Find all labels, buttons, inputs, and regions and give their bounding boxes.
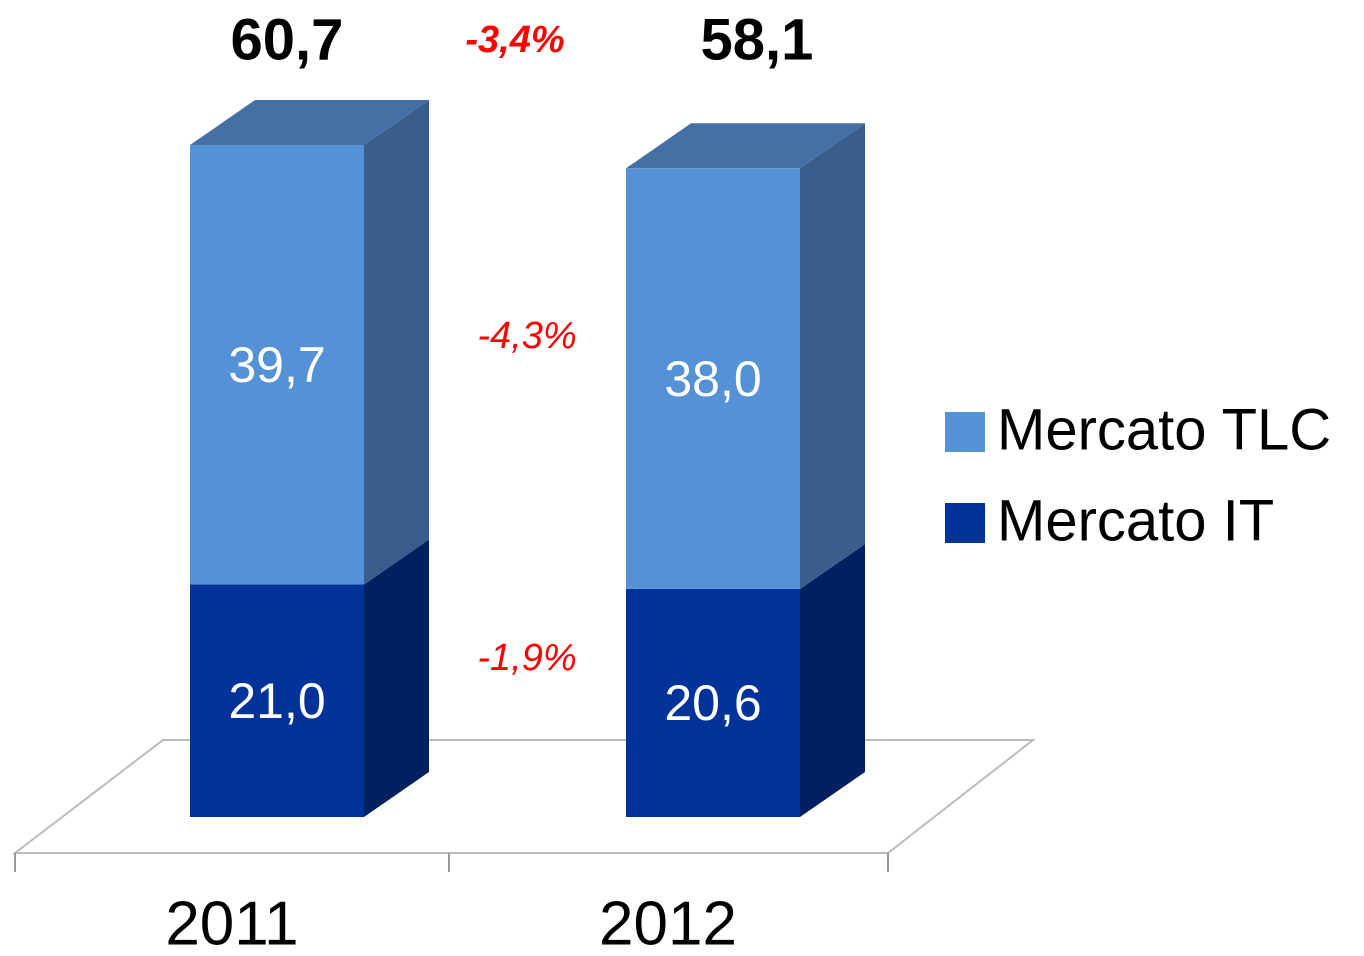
bar — [190, 584, 364, 817]
annotation: -1,9% — [477, 637, 576, 679]
value-label: 38,0 — [664, 351, 761, 407]
value-label: 21,0 — [228, 673, 325, 729]
legend-swatch — [945, 503, 985, 543]
bar-side — [364, 539, 429, 817]
legend-swatch — [945, 412, 985, 452]
legend-label: Mercato TLC — [997, 397, 1331, 462]
bar-side — [800, 543, 865, 817]
bar-top — [190, 100, 429, 146]
legend-label: Mercato IT — [997, 488, 1274, 553]
bar — [626, 168, 800, 589]
annotation: -3,4% — [465, 19, 564, 61]
total-label: 58,1 — [701, 7, 814, 72]
bar-top — [626, 123, 865, 169]
bar — [190, 145, 364, 585]
bar — [626, 588, 800, 817]
x-tick-label: 2011 — [165, 889, 298, 956]
value-label: 20,6 — [664, 675, 761, 731]
floor — [12, 739, 1036, 854]
bar-side — [800, 123, 865, 589]
total-label: 60,7 — [231, 7, 344, 72]
bar-side — [364, 100, 429, 585]
annotation: -4,3% — [477, 315, 576, 357]
x-tick-label: 2012 — [599, 889, 737, 956]
value-label: 39,7 — [228, 337, 325, 393]
